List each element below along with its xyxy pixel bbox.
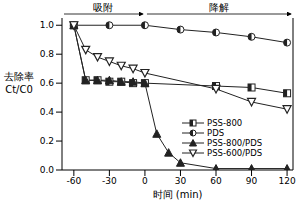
svg-text:时间 (min): 时间 (min) [153,189,203,200]
html-text:PDS: PDS [207,128,225,138]
html-text:PSS-800: PSS-800 [207,118,243,128]
svg-text:0: 0 [142,176,148,186]
svg-text:吸附: 吸附 [93,2,113,13]
html-text:去除率: 去除率 [4,71,34,82]
svg-text:0.2: 0.2 [40,136,54,146]
svg-text:0.6: 0.6 [40,78,55,88]
svg-text:90: 90 [246,176,258,186]
svg-text:60: 60 [210,176,222,186]
svg-text:0.0: 0.0 [40,165,55,175]
svg-text:降解: 降解 [209,2,229,13]
svg-text:-30: -30 [102,176,117,186]
svg-text:30: 30 [175,176,187,186]
svg-text:-60: -60 [66,176,81,186]
html-text:Ct/C0: Ct/C0 [5,84,33,95]
svg-text:0.8: 0.8 [40,49,55,59]
html-text:PSS-800/PDS: PSS-800/PDS [207,138,263,148]
svg-text:120: 120 [278,176,292,186]
svg-text:0.4: 0.4 [40,107,55,117]
svg-text:1.0: 1.0 [40,20,55,30]
html-text:PSS-600/PDS: PSS-600/PDS [207,148,263,158]
